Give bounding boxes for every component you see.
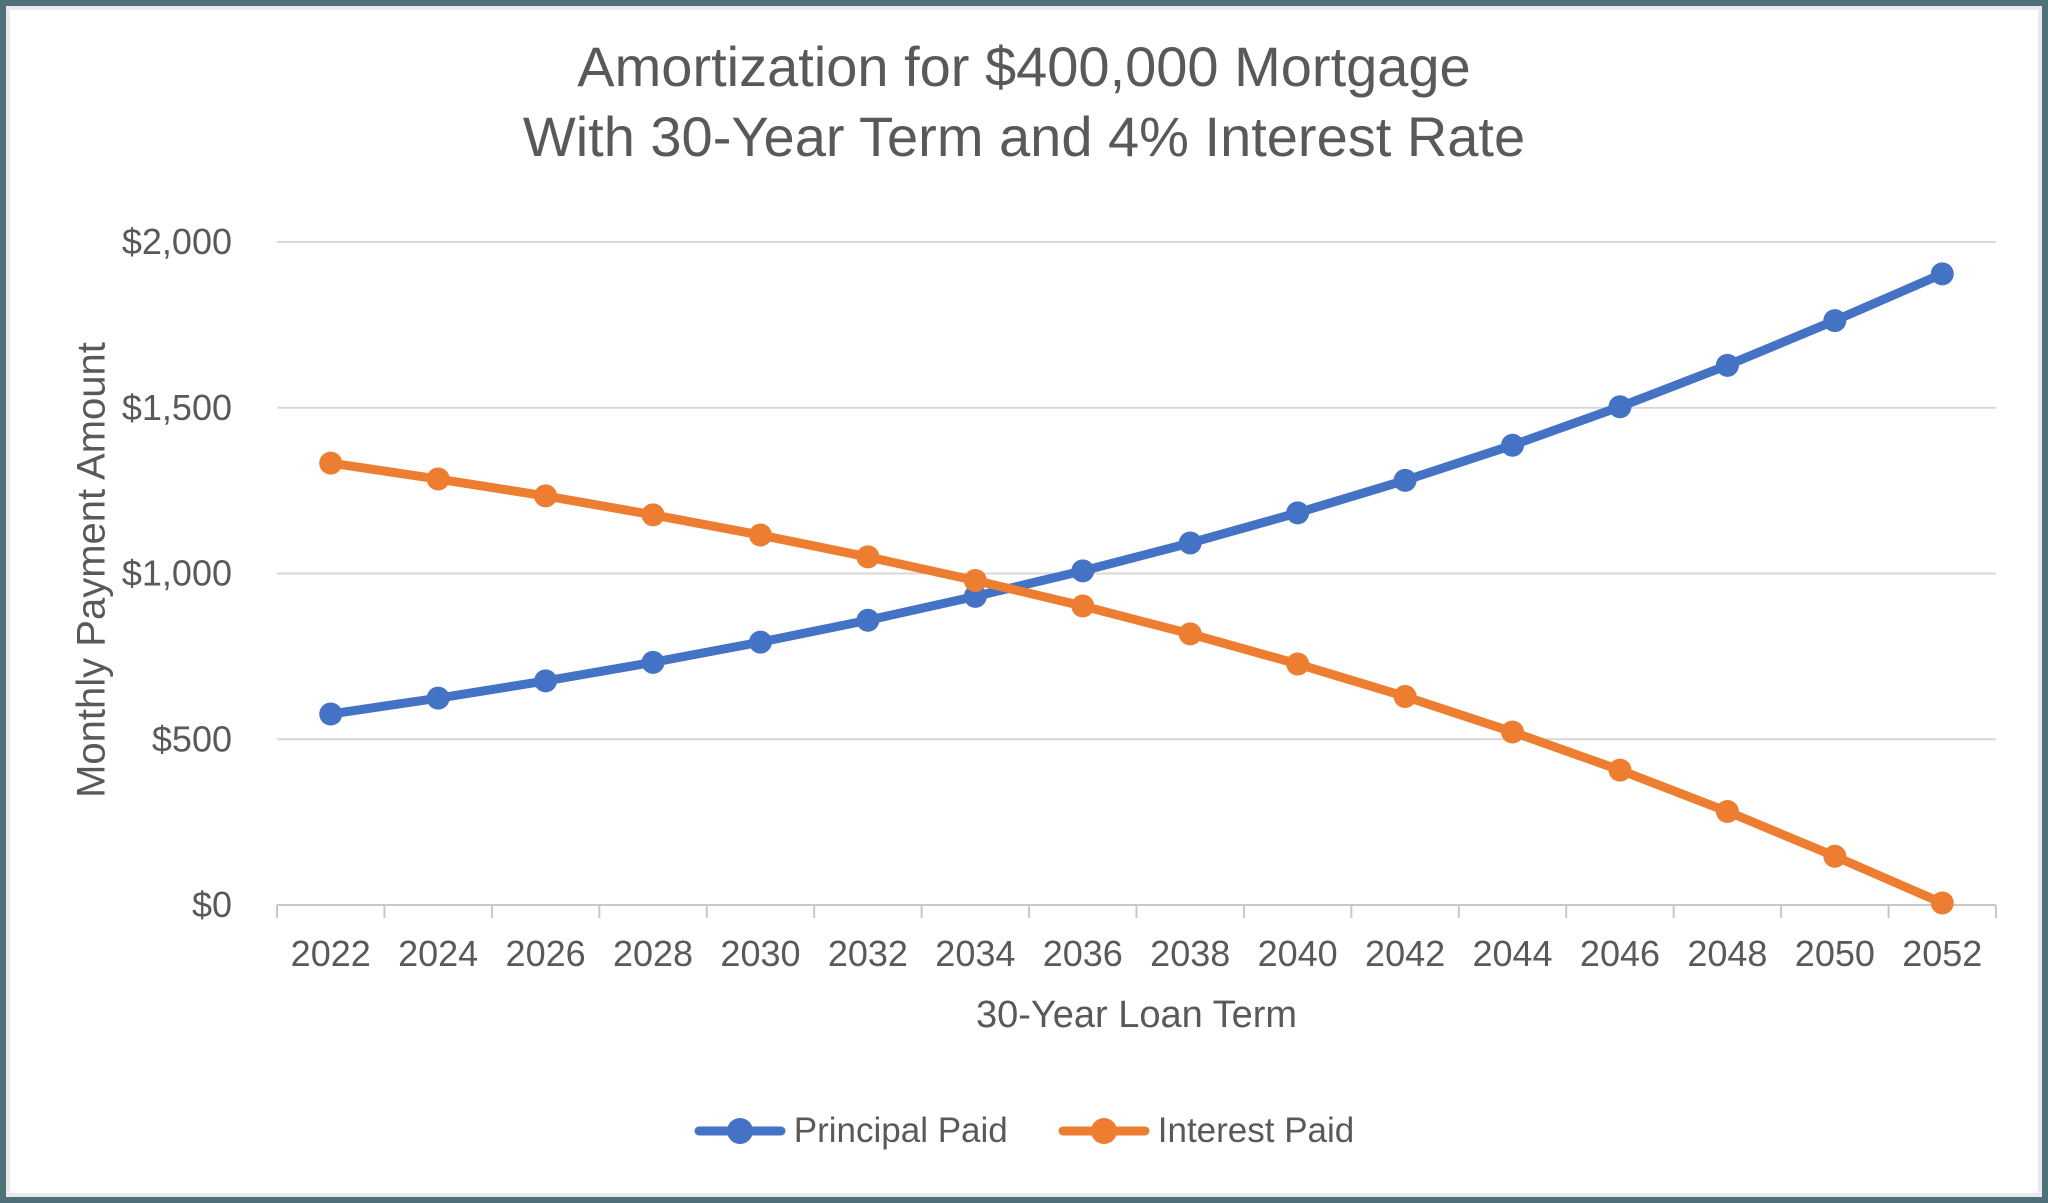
- data-point-principal-paid: [641, 650, 665, 674]
- legend: Principal Paid Interest Paid: [0, 1106, 2048, 1156]
- data-point-interest-paid: [641, 503, 665, 527]
- data-point-interest-paid: [1501, 720, 1525, 744]
- data-point-principal-paid: [319, 702, 343, 726]
- legend-label-interest-paid: Interest Paid: [1157, 1111, 1355, 1150]
- data-point-principal-paid: [963, 584, 987, 608]
- data-point-interest-paid: [426, 467, 450, 491]
- x-tick-label: 2040: [1258, 933, 1338, 974]
- x-tick-label: 2044: [1472, 933, 1552, 974]
- data-point-principal-paid: [426, 686, 450, 710]
- y-tick-label: $2,000: [122, 221, 232, 262]
- data-point-interest-paid: [748, 523, 772, 547]
- data-point-principal-paid: [1715, 353, 1739, 377]
- chart-title-line-2: With 30-Year Term and 4% Interest Rate: [522, 105, 1526, 168]
- legend-item-principal-paid: Principal Paid: [694, 1111, 1008, 1151]
- chart-title-line-1: Amortization for $400,000 Mortgage: [577, 35, 1471, 98]
- x-tick-label: 2052: [1902, 933, 1982, 974]
- data-point-principal-paid: [1608, 395, 1632, 419]
- legend-marker-interest-paid: [1058, 1118, 1150, 1144]
- series-line-principal-paid: [326, 269, 1947, 719]
- data-point-interest-paid: [1393, 684, 1417, 708]
- chart-title: Amortization for $400,000 Mortgage With …: [0, 32, 2048, 172]
- data-point-principal-paid: [1286, 501, 1310, 525]
- x-tick-label: 2026: [506, 933, 586, 974]
- data-point-interest-paid: [856, 545, 880, 569]
- data-point-principal-paid: [856, 608, 880, 632]
- x-tick-label: 2022: [291, 933, 371, 974]
- x-tick-label: 2030: [720, 933, 800, 974]
- x-tick-label: 2034: [935, 933, 1015, 974]
- x-tick-label: 2036: [1043, 933, 1123, 974]
- data-point-interest-paid: [1715, 800, 1739, 824]
- x-tick-label: 2024: [398, 933, 478, 974]
- data-point-principal-paid: [1823, 309, 1847, 333]
- x-tick-label: 2028: [613, 933, 693, 974]
- data-point-principal-paid: [1501, 433, 1525, 457]
- data-point-principal-paid: [748, 630, 772, 654]
- data-point-principal-paid: [1930, 262, 1954, 286]
- legend-item-interest-paid: Interest Paid: [1058, 1111, 1355, 1151]
- x-tick-label: 2032: [828, 933, 908, 974]
- data-point-interest-paid: [1608, 758, 1632, 782]
- data-point-interest-paid: [963, 568, 987, 592]
- series-line-interest-paid: [326, 458, 1947, 908]
- x-tick-label: 2050: [1795, 933, 1875, 974]
- y-tick-label: $0: [192, 884, 232, 925]
- data-point-interest-paid: [1823, 844, 1847, 868]
- x-tick-label: 2046: [1580, 933, 1660, 974]
- data-point-principal-paid: [1071, 559, 1095, 583]
- x-tick-label: 2042: [1365, 933, 1445, 974]
- data-point-interest-paid: [1930, 891, 1954, 915]
- data-point-interest-paid: [1286, 652, 1310, 676]
- x-tick-label: 2048: [1687, 933, 1767, 974]
- data-point-principal-paid: [1393, 468, 1417, 492]
- data-point-interest-paid: [1178, 622, 1202, 646]
- data-point-principal-paid: [1178, 531, 1202, 555]
- y-tick-label: $1,000: [122, 553, 232, 594]
- data-point-principal-paid: [534, 669, 558, 693]
- data-point-interest-paid: [1071, 594, 1095, 618]
- legend-marker-principal-paid: [694, 1118, 786, 1144]
- y-tick-label: $500: [152, 718, 232, 759]
- y-tick-label: $1,500: [122, 387, 232, 428]
- x-tick-label: 2038: [1150, 933, 1230, 974]
- legend-label-principal-paid: Principal Paid: [793, 1111, 1008, 1150]
- data-point-interest-paid: [534, 484, 558, 508]
- x-axis-title: 30-Year Loan Term: [975, 994, 1298, 1036]
- data-point-interest-paid: [319, 451, 343, 475]
